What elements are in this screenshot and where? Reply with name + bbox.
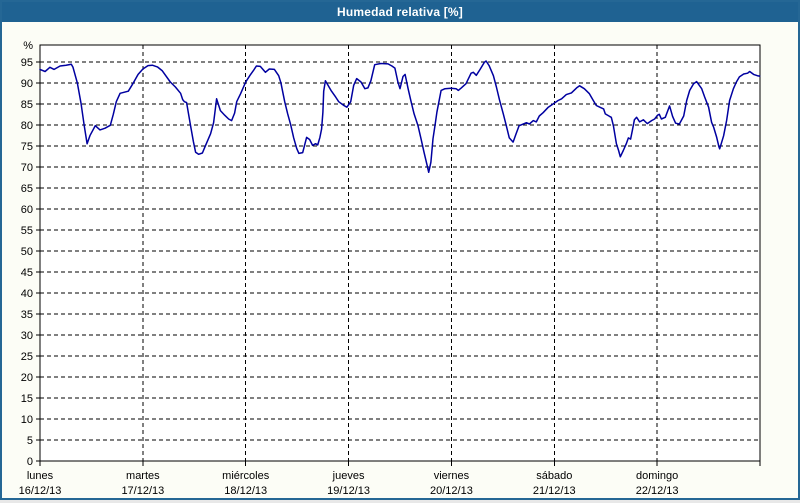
x-day-label: viernes <box>434 470 470 482</box>
y-tick-label: 90 <box>21 78 33 90</box>
plot-area <box>40 45 760 461</box>
humidity-chart: 0 5 10 15 20 25 30 35 40 45 50 55 60 65 70 75 80 85 90 95% l… <box>19 40 761 497</box>
title-bar: Humedad relativa [%] <box>2 2 798 22</box>
y-tick-label: 25 <box>21 351 33 363</box>
x-date-label: 16/12/13 <box>19 485 62 497</box>
x-date-label: 22/12/13 <box>636 485 679 497</box>
y-tick-label: 50 <box>21 246 33 258</box>
x-date-label: 20/12/13 <box>430 485 473 497</box>
y-tick-label: 70 <box>21 162 33 174</box>
chart-title: Humedad relativa [%] <box>336 5 464 19</box>
x-day-label: domingo <box>636 470 678 482</box>
y-tick-label: 35 <box>21 309 33 321</box>
y-tick-label: 0 <box>27 456 33 468</box>
y-tick-label: 10 <box>21 414 33 426</box>
y-tick-label: 65 <box>21 183 33 195</box>
x-date-label: 19/12/13 <box>327 485 370 497</box>
y-tick-label: 45 <box>21 267 33 279</box>
y-tick-label: 15 <box>21 393 33 405</box>
y-tick-label: 75 <box>21 141 33 153</box>
x-day-label: jueves <box>332 470 365 482</box>
x-day-label: sábado <box>536 470 572 482</box>
x-day-label: miércoles <box>222 470 270 482</box>
x-date-label: 17/12/13 <box>121 485 164 497</box>
y-tick-label: 20 <box>21 372 33 384</box>
y-tick-label: 85 <box>21 99 33 111</box>
x-day-label: lunes <box>27 470 54 482</box>
y-tick-label: 55 <box>21 225 33 237</box>
y-tick-label: 30 <box>21 330 33 342</box>
y-tick-label: 40 <box>21 288 33 300</box>
x-date-label: 21/12/13 <box>533 485 576 497</box>
y-tick-label: 95 <box>21 57 33 69</box>
x-day-label: martes <box>126 470 160 482</box>
plot-border <box>39 44 761 462</box>
y-tick-label: 5 <box>27 435 33 447</box>
data-line-humedad-relativa <box>39 60 761 174</box>
y-tick-label: 60 <box>21 204 33 216</box>
y-axis-unit-label: % <box>23 40 33 52</box>
y-tick-label: 80 <box>21 120 33 132</box>
x-date-label: 18/12/13 <box>224 485 267 497</box>
